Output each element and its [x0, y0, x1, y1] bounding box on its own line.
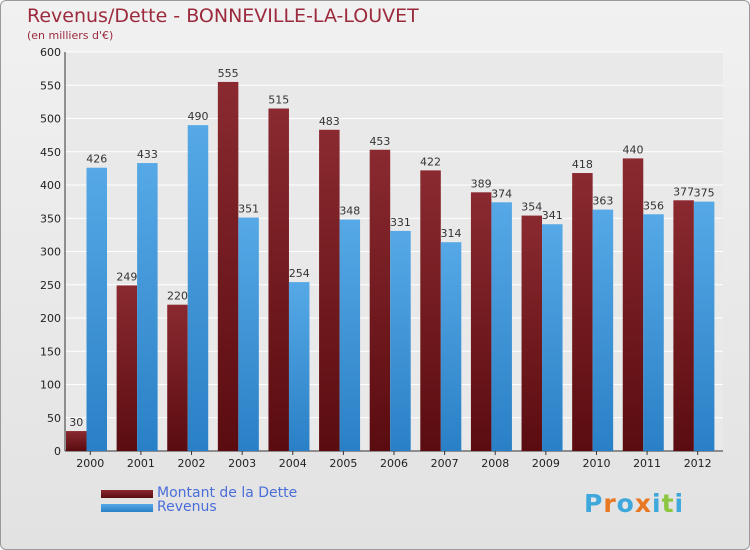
- data-label-revenus: 341: [542, 209, 563, 222]
- bar-dette: [116, 285, 138, 451]
- chart-subtitle: (en milliers d'€): [27, 29, 114, 42]
- x-tick-label: 2010: [582, 457, 610, 470]
- bar-dette: [217, 81, 239, 452]
- x-tick-label: 2011: [633, 457, 661, 470]
- logo-letter: r: [603, 489, 617, 518]
- data-label-revenus: 348: [339, 205, 360, 218]
- bar-dette: [470, 192, 492, 451]
- bar-revenus: [643, 214, 664, 451]
- data-label-dette: 377: [673, 185, 694, 198]
- bar-dette: [572, 173, 593, 451]
- data-label-dette: 354: [521, 201, 542, 214]
- data-label-dette: 555: [218, 67, 239, 80]
- bar-revenus: [592, 209, 614, 451]
- data-label-dette: 422: [420, 155, 441, 168]
- data-label-revenus: 314: [441, 227, 462, 240]
- proxiti-logo: Proxiti: [584, 489, 684, 518]
- data-label-dette: 418: [572, 158, 593, 171]
- legend-label-dette: Montant de la Dette: [157, 485, 298, 501]
- bar-dette: [521, 215, 543, 451]
- x-tick-label: 2002: [178, 457, 206, 470]
- legend-swatch-dette: [101, 490, 153, 498]
- x-tick-label: 2004: [279, 457, 307, 470]
- data-label-revenus: 363: [592, 195, 613, 208]
- bar-dette: [268, 108, 289, 452]
- data-label-revenus: 351: [238, 203, 259, 216]
- x-tick-label: 2008: [481, 457, 509, 470]
- data-label-revenus: 375: [694, 187, 715, 200]
- data-label-dette: 249: [116, 270, 137, 283]
- bar-dette: [167, 304, 188, 451]
- data-label-revenus: 374: [491, 187, 512, 200]
- bar-dette: [66, 431, 87, 451]
- data-label-revenus: 433: [137, 148, 158, 161]
- bar-revenus: [187, 125, 209, 452]
- bar-revenus: [86, 167, 107, 451]
- x-tick-label: 2003: [228, 457, 256, 470]
- data-label-revenus: 331: [390, 216, 411, 229]
- x-tick-label: 2012: [684, 457, 712, 470]
- legend-label-revenus: Revenus: [157, 499, 217, 515]
- logo-letter: P: [584, 489, 604, 518]
- x-tick-label: 2007: [431, 457, 459, 470]
- chart-title: Revenus/Dette - BONNEVILLE-LA-LOUVET: [27, 5, 419, 27]
- y-tick-label: 250: [40, 279, 61, 292]
- bar-revenus: [137, 163, 158, 451]
- data-label-revenus: 426: [86, 153, 107, 166]
- y-tick-label: 150: [40, 345, 61, 358]
- y-tick-label: 550: [40, 79, 61, 92]
- bar-revenus: [542, 224, 563, 451]
- data-label-revenus: 490: [187, 110, 208, 123]
- logo-letter: o: [616, 489, 635, 518]
- y-tick-label: 450: [40, 146, 61, 159]
- legend-swatch-revenus: [101, 504, 153, 512]
- x-tick-label: 2001: [127, 457, 155, 470]
- bar-revenus: [238, 217, 259, 451]
- bar-revenus: [288, 282, 310, 451]
- bar-revenus: [390, 230, 411, 451]
- bar-revenus: [339, 219, 361, 451]
- logo-letter: i: [652, 489, 662, 518]
- y-tick-label: 300: [40, 246, 61, 259]
- bar-revenus: [491, 202, 512, 451]
- bar-revenus: [693, 201, 715, 451]
- data-label-revenus: 254: [289, 267, 310, 280]
- bar-dette: [319, 129, 340, 451]
- y-tick-label: 100: [40, 379, 61, 392]
- data-label-dette: 483: [319, 115, 340, 128]
- y-tick-label: 50: [47, 412, 61, 425]
- data-label-dette: 220: [167, 290, 188, 303]
- data-label-dette: 440: [623, 143, 644, 156]
- x-tick-label: 2009: [532, 457, 560, 470]
- y-tick-label: 0: [54, 445, 61, 458]
- y-tick-label: 600: [40, 46, 61, 59]
- data-label-dette: 515: [268, 94, 289, 107]
- bar-revenus: [440, 242, 462, 451]
- x-tick-label: 2006: [380, 457, 408, 470]
- y-tick-label: 200: [40, 312, 61, 325]
- y-tick-label: 500: [40, 113, 61, 126]
- y-tick-label: 400: [40, 179, 61, 192]
- data-label-revenus: 356: [643, 199, 664, 212]
- bar-dette: [673, 200, 694, 451]
- data-label-dette: 453: [369, 135, 390, 148]
- bar-dette: [420, 170, 441, 451]
- x-tick-label: 2000: [76, 457, 104, 470]
- bar-dette: [622, 158, 644, 451]
- data-label-dette: 30: [69, 416, 83, 429]
- x-tick-label: 2005: [329, 457, 357, 470]
- logo-letter: t: [661, 489, 675, 518]
- logo-letter: x: [634, 489, 652, 518]
- y-tick-label: 350: [40, 212, 61, 225]
- data-label-dette: 389: [471, 177, 492, 190]
- bar-dette: [369, 149, 391, 451]
- logo-letter: i: [674, 489, 685, 518]
